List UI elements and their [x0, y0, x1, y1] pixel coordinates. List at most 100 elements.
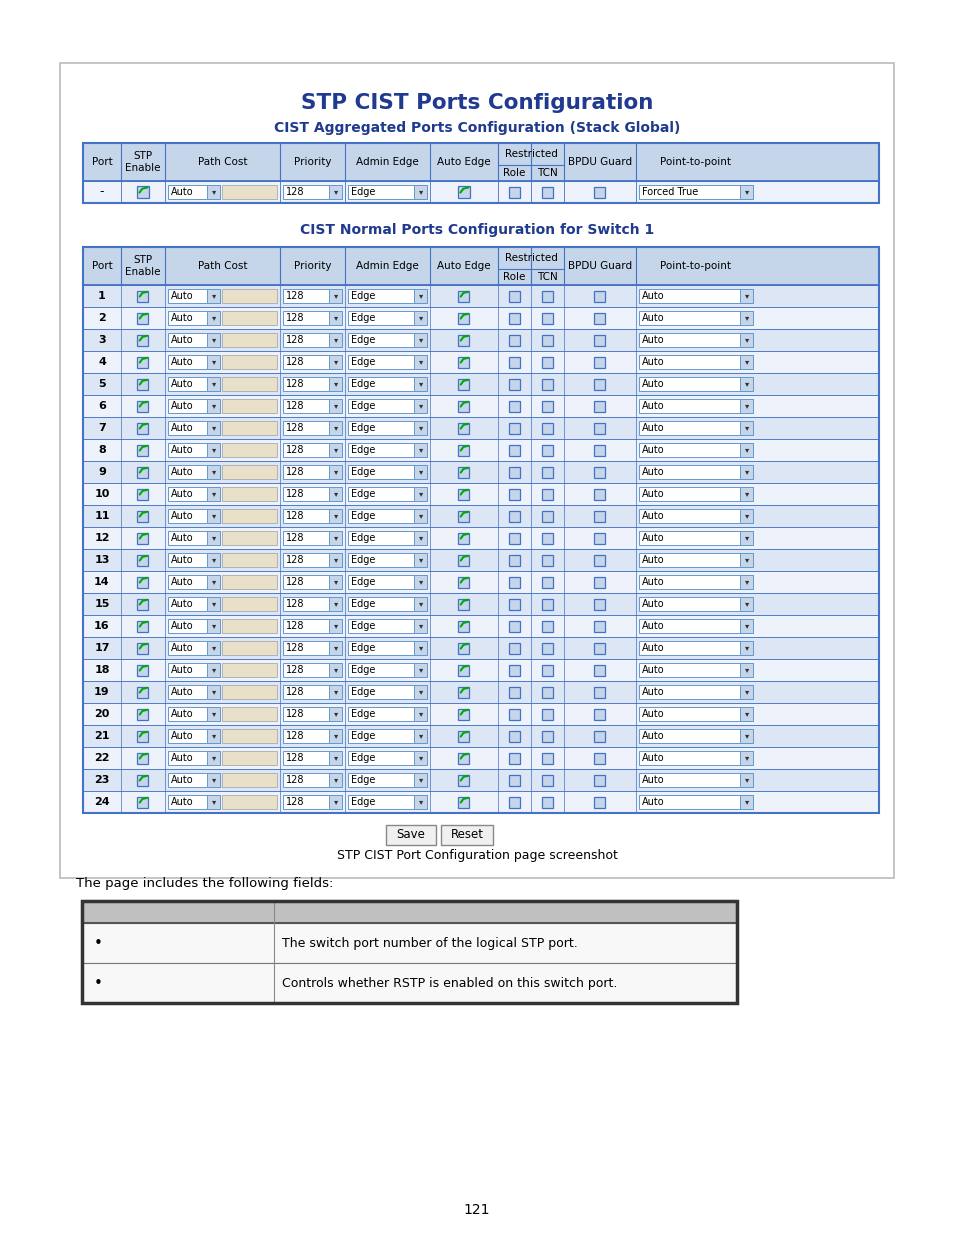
Text: ▾: ▾	[743, 643, 748, 652]
Text: 128: 128	[286, 401, 304, 411]
Text: Auto: Auto	[641, 555, 664, 564]
Bar	[594, 357, 605, 368]
Bar	[83, 703, 878, 725]
Bar	[541, 312, 553, 324]
Bar	[541, 445, 553, 456]
Text: 3: 3	[98, 335, 106, 345]
Bar	[137, 797, 149, 808]
Text: Edge: Edge	[351, 753, 375, 763]
Bar	[541, 555, 553, 566]
Bar	[137, 664, 149, 676]
Text: ▾: ▾	[743, 336, 748, 345]
Text: 24: 24	[94, 797, 110, 806]
Text: ▾: ▾	[334, 556, 337, 564]
Text: The switch port number of the logical STP port.: The switch port number of the logical ST…	[282, 936, 578, 950]
Bar	[414, 597, 427, 611]
Text: Auto: Auto	[171, 753, 193, 763]
Bar	[137, 378, 149, 389]
Bar	[168, 663, 220, 677]
Bar	[594, 752, 605, 763]
Bar	[740, 576, 752, 589]
Text: ▾: ▾	[418, 776, 422, 784]
Text: ▾: ▾	[743, 578, 748, 587]
Text: 128: 128	[286, 291, 304, 301]
Text: ▾: ▾	[334, 379, 337, 389]
Bar	[207, 531, 220, 545]
Bar	[414, 354, 427, 369]
Bar	[458, 730, 469, 741]
Text: ▾: ▾	[212, 666, 215, 674]
Text: ▾: ▾	[212, 798, 215, 806]
Bar	[329, 399, 341, 412]
Text: Role: Role	[503, 272, 525, 282]
Bar	[458, 335, 469, 346]
Text: ▾: ▾	[743, 753, 748, 762]
Text: Forced True: Forced True	[641, 186, 698, 198]
Bar	[440, 825, 493, 845]
Text: 128: 128	[286, 709, 304, 719]
Bar	[168, 466, 220, 479]
Text: Priority: Priority	[294, 157, 331, 167]
Text: ▾: ▾	[418, 401, 422, 410]
Bar	[740, 466, 752, 479]
Bar	[137, 687, 149, 698]
Text: 8: 8	[98, 445, 106, 454]
Text: Reset: Reset	[450, 829, 483, 841]
Bar	[594, 422, 605, 433]
Text: ▾: ▾	[743, 468, 748, 477]
Bar	[207, 487, 220, 501]
Bar	[137, 730, 149, 741]
Bar	[414, 663, 427, 677]
Bar	[207, 751, 220, 764]
Bar	[414, 706, 427, 721]
Bar	[83, 143, 878, 182]
Text: ▾: ▾	[212, 336, 215, 345]
Bar	[541, 774, 553, 785]
Bar	[137, 577, 149, 588]
Text: Edge: Edge	[351, 467, 375, 477]
Bar	[458, 620, 469, 631]
Text: ▾: ▾	[334, 666, 337, 674]
Bar	[222, 487, 276, 501]
Text: 128: 128	[286, 489, 304, 499]
Text: ▾: ▾	[418, 446, 422, 454]
Bar	[168, 377, 220, 391]
Bar	[458, 577, 469, 588]
Bar	[222, 185, 276, 199]
Text: ▾: ▾	[418, 424, 422, 432]
Text: ▾: ▾	[212, 291, 215, 300]
Text: Auto: Auto	[171, 357, 193, 367]
Text: ▾: ▾	[212, 489, 215, 499]
Bar	[740, 751, 752, 764]
Bar	[329, 619, 341, 634]
Bar	[458, 687, 469, 698]
Bar	[137, 186, 149, 198]
Bar	[348, 487, 427, 501]
Bar	[639, 421, 752, 435]
Bar	[740, 685, 752, 699]
Text: Auto: Auto	[171, 731, 193, 741]
Text: ▾: ▾	[212, 621, 215, 631]
Bar	[222, 399, 276, 412]
Bar	[740, 553, 752, 567]
Bar	[414, 576, 427, 589]
Bar	[329, 641, 341, 655]
Text: 2: 2	[98, 312, 106, 324]
Bar	[222, 421, 276, 435]
Text: Edge: Edge	[351, 534, 375, 543]
Bar	[222, 354, 276, 369]
Text: Edge: Edge	[351, 797, 375, 806]
Bar	[283, 509, 341, 522]
Bar	[137, 312, 149, 324]
Text: •: •	[94, 976, 103, 990]
Text: Role: Role	[503, 168, 525, 178]
Bar	[639, 619, 752, 634]
Bar	[740, 663, 752, 677]
Bar	[509, 752, 519, 763]
Text: 128: 128	[286, 379, 304, 389]
Text: ▾: ▾	[212, 534, 215, 542]
Text: ▾: ▾	[743, 314, 748, 322]
Bar	[386, 825, 436, 845]
Bar	[83, 395, 878, 417]
Bar	[207, 619, 220, 634]
